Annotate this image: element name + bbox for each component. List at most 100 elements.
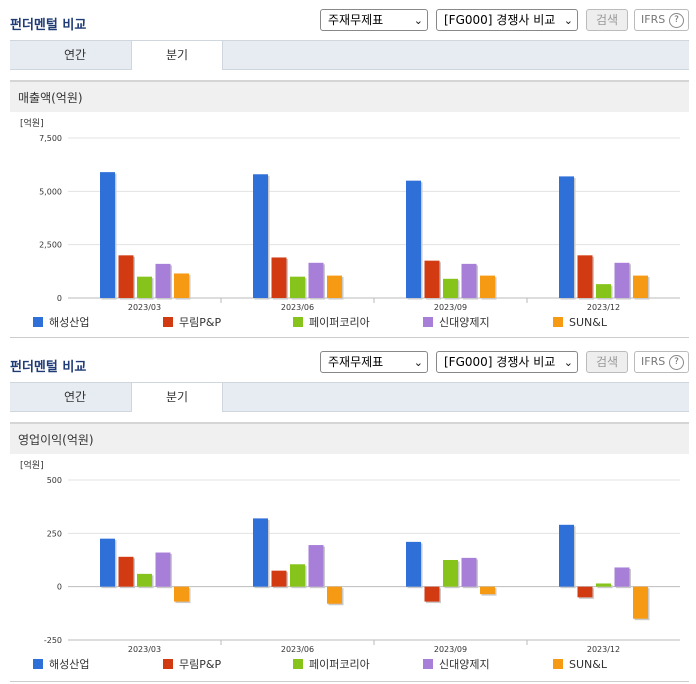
legend-swatch <box>423 659 433 669</box>
bar-해성산업 <box>406 541 421 587</box>
bar-SUN&L <box>633 586 648 619</box>
legend-label: 신대양제지 <box>439 658 490 671</box>
ifrs-label: IFRS <box>641 355 666 368</box>
help-icon: ? <box>669 13 684 28</box>
revenue-chart: [억원] 0 2,500 5,000 7,500 2023/03 2023/06 2023/0… <box>20 117 680 329</box>
section-title: 펀더멘털 비교 <box>10 360 87 375</box>
tab-quarterly[interactable]: 분기 <box>131 41 223 70</box>
x-tick-label: 2023/03 <box>128 303 161 312</box>
x-tick-label: 2023/09 <box>434 303 467 312</box>
bar-무림P&P <box>118 255 134 298</box>
legend-label: SUN&L <box>569 316 608 329</box>
bar-무림P&P <box>424 260 440 298</box>
chevron-down-icon: ⌄ <box>413 14 423 27</box>
statement-type-select[interactable]: 주재무제표 ⌄ <box>320 351 428 373</box>
bar-해성산업 <box>100 538 115 587</box>
bar-신대양제지 <box>461 557 477 587</box>
x-tick-label: 2023/09 <box>434 645 467 654</box>
bar-페이퍼코리아 <box>443 278 458 298</box>
fundamental-section-2: 펀더멘털 비교 주재무제표 ⌄ [FG000] 경쟁사 비교 ⌄ 검색 IFRS… <box>0 342 696 684</box>
divider <box>10 337 689 338</box>
chart-header: 영업이익(억원) <box>10 422 689 454</box>
bar-무림P&P <box>118 556 134 587</box>
tab-quarterly[interactable]: 분기 <box>131 383 223 412</box>
legend-label: 무림P&P <box>179 316 221 329</box>
legend-label: 해성산업 <box>49 657 89 671</box>
competitor-select[interactable]: [FG000] 경쟁사 비교 ⌄ <box>436 9 578 31</box>
bar-무림P&P <box>577 586 593 598</box>
bar-무림P&P <box>271 257 287 298</box>
legend-label: SUN&L <box>569 658 608 671</box>
bar-SUN&L <box>480 586 495 595</box>
bar-해성산업 <box>559 176 574 298</box>
legend-swatch <box>423 317 433 327</box>
x-tick-label: 2023/12 <box>587 645 620 654</box>
legend-label: 페이퍼코리아 <box>309 658 370 671</box>
legend-swatch <box>553 659 563 669</box>
fundamental-section-1: 펀더멘털 비교 주재무제표 ⌄ [FG000] 경쟁사 비교 ⌄ 검색 IFRS… <box>0 0 696 340</box>
y-tick-label: -250 <box>44 636 62 645</box>
select-value: 주재무제표 <box>328 355 384 369</box>
bar-SUN&L <box>327 586 342 604</box>
unit-label: [억원] <box>20 459 44 471</box>
x-tick-label: 2023/06 <box>281 645 314 654</box>
legend-swatch <box>163 659 173 669</box>
chevron-down-icon: ⌄ <box>563 356 573 369</box>
bar-무림P&P <box>424 586 440 602</box>
bar-SUN&L <box>327 275 342 298</box>
bar-무림P&P <box>577 255 593 298</box>
bar-페이퍼코리아 <box>443 560 458 587</box>
legend-swatch <box>33 317 43 327</box>
bar-페이퍼코리아 <box>290 564 305 587</box>
y-tick-label: 7,500 <box>39 134 62 143</box>
x-tick-label: 2023/12 <box>587 303 620 312</box>
competitor-select[interactable]: [FG000] 경쟁사 비교 ⌄ <box>436 351 578 373</box>
bar-SUN&L <box>480 275 495 298</box>
bar-페이퍼코리아 <box>596 583 611 587</box>
legend-swatch <box>33 659 43 669</box>
chart-title: 매출액(억원) <box>18 91 83 105</box>
help-icon: ? <box>669 355 684 370</box>
bar-신대양제지 <box>614 567 630 587</box>
y-tick-label: 2,500 <box>39 241 62 250</box>
bar-신대양제지 <box>155 263 171 298</box>
ifrs-label: IFRS <box>641 13 666 26</box>
legend-label: 해성산업 <box>49 315 89 329</box>
bar-해성산업 <box>253 174 268 298</box>
chevron-down-icon: ⌄ <box>563 14 573 27</box>
bar-페이퍼코리아 <box>137 573 152 587</box>
legend-swatch <box>553 317 563 327</box>
legend-label: 페이퍼코리아 <box>309 316 370 329</box>
bar-신대양제지 <box>155 552 171 587</box>
bar-SUN&L <box>633 275 648 298</box>
search-button[interactable]: 검색 <box>586 351 628 373</box>
search-button[interactable]: 검색 <box>586 9 628 31</box>
bar-신대양제지 <box>461 263 477 298</box>
legend-swatch <box>293 659 303 669</box>
ifrs-button[interactable]: IFRS ? <box>634 9 689 31</box>
legend-swatch <box>293 317 303 327</box>
ifrs-button[interactable]: IFRS ? <box>634 351 689 373</box>
bar-페이퍼코리아 <box>137 276 152 298</box>
bar-페이퍼코리아 <box>596 284 611 298</box>
bar-신대양제지 <box>308 545 324 587</box>
bar-해성산업 <box>100 172 115 298</box>
legend-label: 무림P&P <box>179 658 221 671</box>
tab-annual[interactable]: 연간 <box>63 390 87 404</box>
bar-해성산업 <box>406 180 421 298</box>
select-value: [FG000] 경쟁사 비교 <box>444 13 556 27</box>
chevron-down-icon: ⌄ <box>413 356 423 369</box>
period-tabs: 연간 분기 <box>10 40 689 70</box>
section-title: 펀더멘털 비교 <box>10 18 87 33</box>
operating-profit-chart: [억원] -250 0 250 500 2023/03 2023/06 2023/09 2023… <box>20 459 680 671</box>
chart-header: 매출액(억원) <box>10 80 689 112</box>
divider <box>10 681 689 682</box>
tab-annual[interactable]: 연간 <box>63 48 87 62</box>
bar-페이퍼코리아 <box>290 276 305 298</box>
period-tabs: 연간 분기 <box>10 382 689 412</box>
x-tick-label: 2023/03 <box>128 645 161 654</box>
statement-type-select[interactable]: 주재무제표 ⌄ <box>320 9 428 31</box>
y-tick-label: 500 <box>47 476 62 485</box>
bar-해성산업 <box>559 524 574 587</box>
bar-SUN&L <box>174 273 189 298</box>
